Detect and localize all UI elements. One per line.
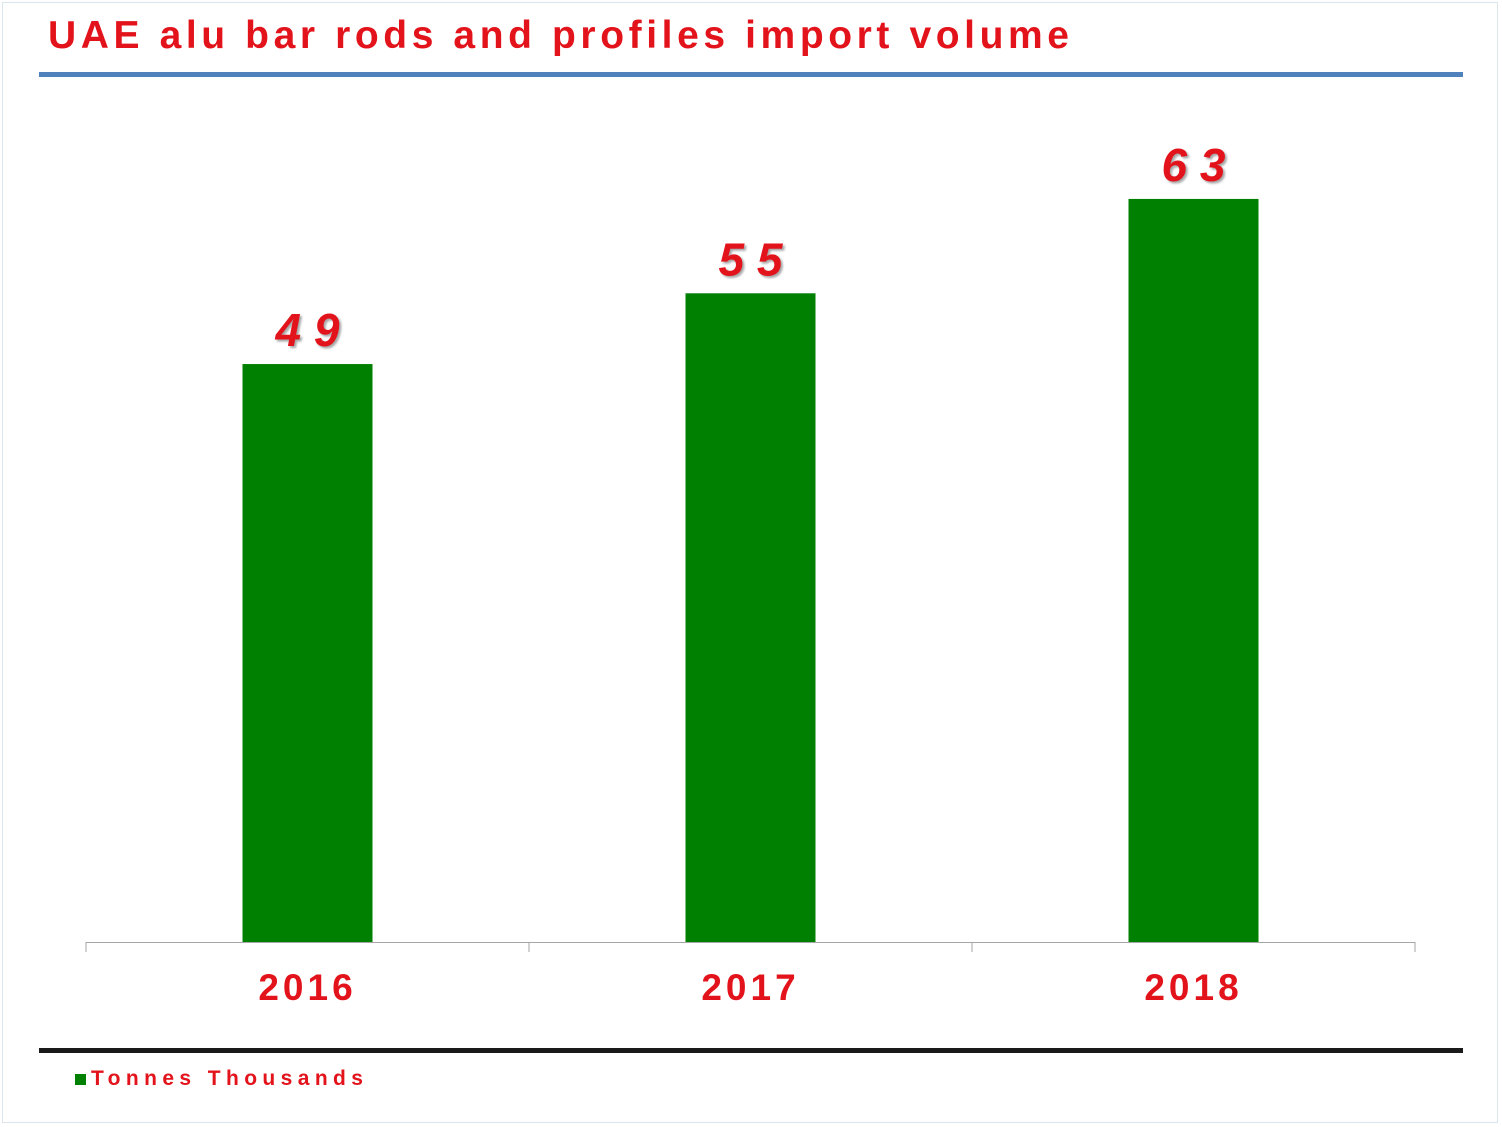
data-label-2017: 5 5 bbox=[719, 233, 784, 285]
chart-title: UAE alu bar rods and profiles import vol… bbox=[48, 14, 1074, 57]
x-tick-label-2016: 2016 bbox=[258, 967, 356, 1008]
title-underline bbox=[39, 72, 1463, 77]
x-axis bbox=[85, 942, 1416, 952]
bottom-divider bbox=[39, 1048, 1463, 1053]
tick-labels-group: 2016 2017 2018 bbox=[258, 967, 1242, 1008]
x-tick-label-2018: 2018 bbox=[1144, 967, 1242, 1008]
value-labels-group: 4 9 5 5 6 3 bbox=[275, 139, 1226, 356]
data-label-2016: 4 9 bbox=[275, 304, 340, 356]
legend-label: Tonnes Thousands bbox=[91, 1067, 369, 1090]
bar-2016 bbox=[242, 364, 373, 942]
x-tick-label-2017: 2017 bbox=[701, 967, 799, 1008]
legend: Tonnes Thousands bbox=[75, 1067, 369, 1090]
bar-2018 bbox=[1128, 198, 1259, 942]
bars-group bbox=[242, 198, 1259, 942]
bar-2017 bbox=[685, 293, 816, 942]
legend-swatch bbox=[75, 1073, 86, 1085]
data-label-2018: 6 3 bbox=[1162, 139, 1226, 191]
